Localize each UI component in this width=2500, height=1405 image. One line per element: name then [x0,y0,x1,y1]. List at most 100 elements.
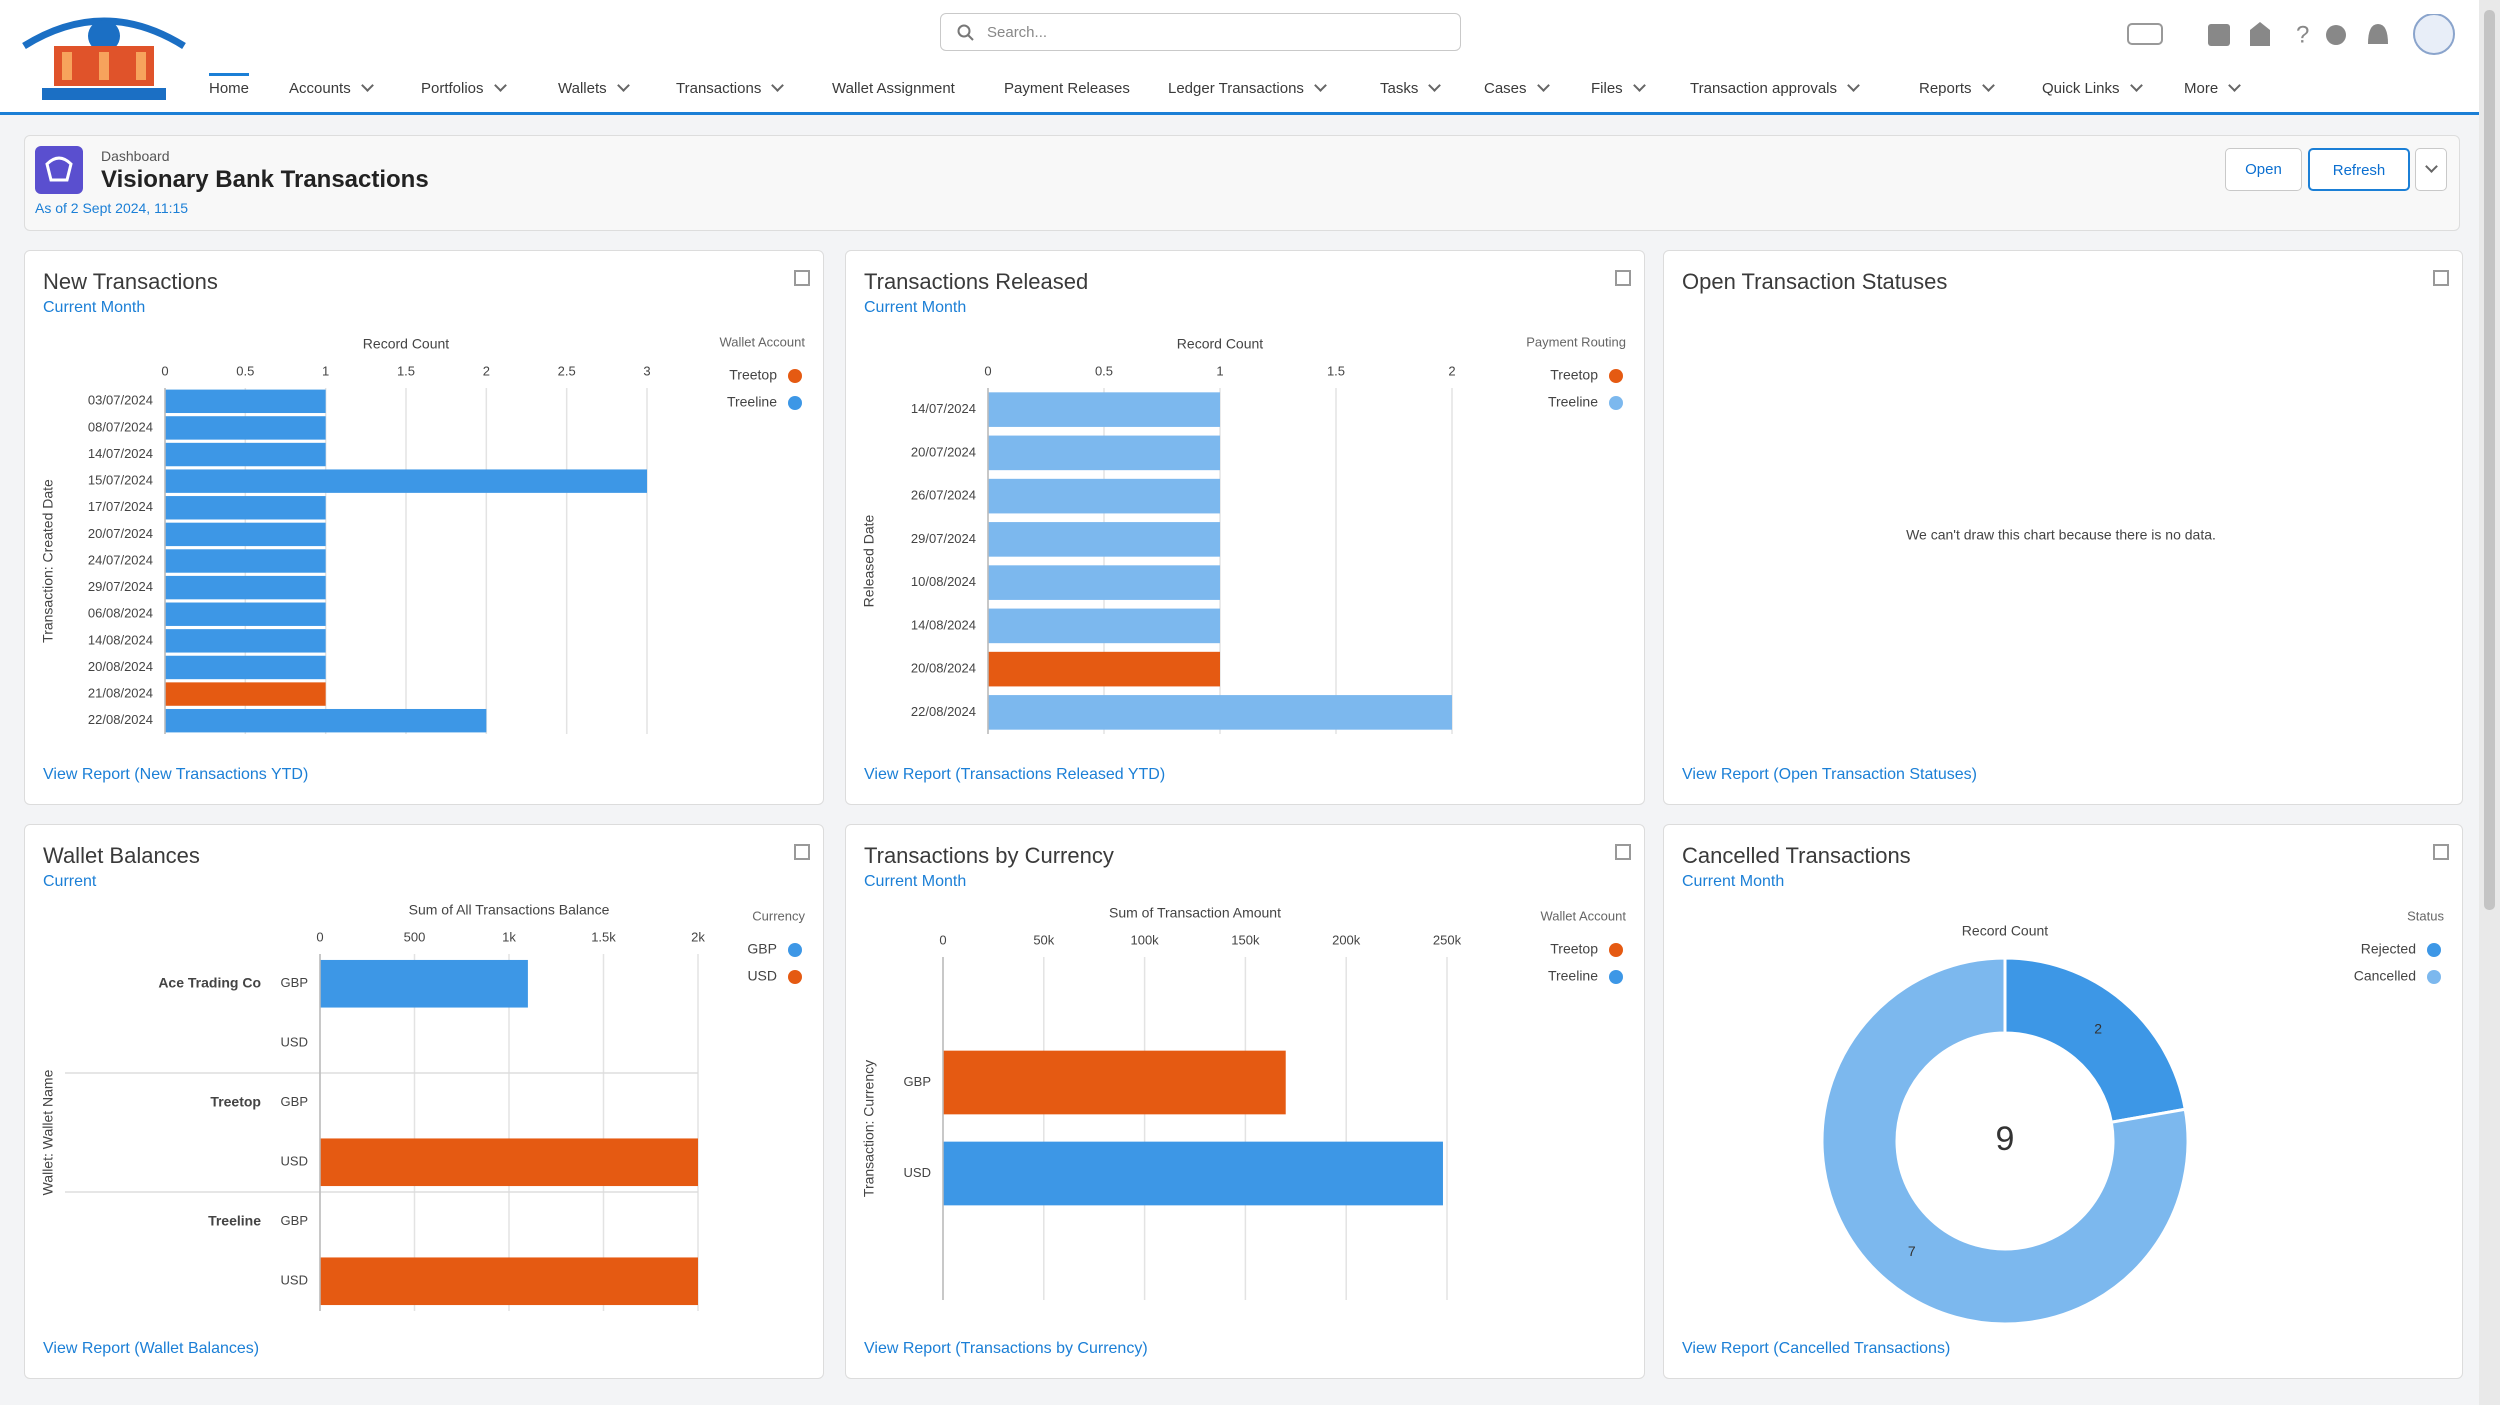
open-button[interactable]: Open [2225,148,2302,191]
bar [165,682,326,706]
nav-chevron [1536,79,1550,92]
nav-tab-label: Quick Links [2042,80,2120,97]
card-chart: Record Count Transaction: Created Date 0 0.… [40,270,810,734]
dashboard-icon [35,146,83,194]
nav-tab[interactable]: Tasks [1380,79,1442,97]
card-subtitle: Current Month [1682,873,1785,890]
x-tick-label: 2k [691,929,705,944]
expand-icon [794,270,810,286]
x-tick-label: 0 [161,363,168,378]
card-chart: Record Count Released Date 0 0.5 1 1.5 2 14/07/… [861,270,1631,734]
nav-tab-label: Tasks [1380,80,1419,97]
nav-tab[interactable]: Cases [1484,79,1550,97]
bar [988,392,1220,427]
legend-label: Treeline [1548,394,1598,410]
nav-tab[interactable]: Wallets [558,79,630,97]
y-tick-label: GBP [281,975,308,990]
nav-tab-label: Files [1591,80,1623,97]
group-label: Treetop [210,1093,261,1109]
nav-tab[interactable]: Ledger Transactions [1168,79,1327,97]
x-tick-label: 0 [984,363,991,378]
bar [988,522,1220,557]
y-tick-label: 29/07/2024 [911,531,976,546]
nav-chevron [2228,79,2242,92]
card-chart: Sum of All Transactions Balance Wallet: W… [40,844,810,1311]
chart-label: Record Count [1962,923,2048,939]
x-tick-label: 100k [1130,932,1159,947]
nav-tab-label: Ledger Transactions [1168,80,1304,97]
search-icon [957,24,974,41]
slice-label: 2 [2094,1021,2102,1037]
group-label: Ace Trading Co [158,974,261,990]
nav-tab[interactable]: Portfolios [421,79,507,97]
card-title: Transactions Released [864,269,1089,294]
card-title: Open Transaction Statuses [1682,269,1948,294]
card-title: Cancelled Transactions [1682,843,1911,868]
y-tick-label: 24/07/2024 [88,552,153,567]
view-report-link[interactable]: View Report (Wallet Balances) [43,1340,260,1357]
nav-tab[interactable]: Accounts [289,79,374,97]
y-tick-label: 14/07/2024 [88,446,153,461]
legend-title: Currency [752,908,805,923]
nav-tab[interactable]: Quick Links [2042,79,2143,97]
bar [988,695,1452,730]
nav-tab-label: Accounts [289,80,351,97]
card-chart: Sum of Transaction Amount Transaction: Cu… [861,844,1631,1300]
nav-tab-label: Portfolios [421,80,484,97]
bar [320,1138,698,1187]
nav-tab-label: Cases [1484,80,1527,97]
y-tick-label: 03/07/2024 [88,393,153,408]
nav-chevron [493,79,507,92]
bar [988,608,1220,644]
view-report-link[interactable]: View Report (Cancelled Transactions) [1682,1340,1951,1357]
search-box[interactable]: Search... [940,13,1461,51]
dashboard-header: Dashboard Visionary Bank Transactions As… [24,135,2460,231]
view-report-link[interactable]: View Report (Transactions by Currency) [864,1340,1148,1357]
view-report-link[interactable]: View Report (Open Transaction Statuses) [1682,766,1977,783]
header-label: Dashboard [101,148,170,164]
bar [165,416,326,440]
nav-tab[interactable]: Payment Releases [1004,80,1130,97]
view-report-link[interactable]: View Report (New Transactions YTD) [43,766,309,783]
dashboard-card: We can't draw this chart because there i… [1663,250,2463,805]
y-tick-label: 17/07/2024 [88,499,153,514]
y-tick-label: 20/07/2024 [88,526,153,541]
header-title: Visionary Bank Transactions [101,166,429,193]
nav-tab[interactable]: Files [1591,79,1646,97]
legend-label: Rejected [2361,941,2416,957]
dashboard-card: Sum of All Transactions Balance Wallet: W… [24,824,824,1379]
bar [165,442,326,467]
y-tick-label: GBP [281,1094,308,1109]
nav-tab[interactable]: More [2184,79,2242,97]
legend-label: Treetop [1550,941,1598,957]
nav-tab[interactable]: Transaction approvals [1690,79,1860,97]
search-placeholder: Search... [987,24,1048,41]
scroll-thumb[interactable] [2484,10,2495,910]
legend-label: Treeline [1548,968,1598,984]
legend-swatch [788,369,802,383]
nav-tab-label: Payment Releases [1004,80,1130,97]
card-title: Wallet Balances [43,843,200,868]
nav-tab[interactable]: Home [209,73,250,97]
view-report-link[interactable]: View Report (Transactions Released YTD) [864,766,1166,783]
no-data-message: We can't draw this chart because there i… [1906,527,2216,543]
nav-tab[interactable]: Reports [1919,79,1995,97]
x-tick-label: 500 [404,929,426,944]
x-tick-label: 250k [1433,932,1462,947]
x-tick-label: 1 [1216,363,1223,378]
bar [988,565,1220,600]
y-tick-label: GBP [281,1213,308,1228]
y-tick-label: 10/08/2024 [911,574,976,589]
nav-tab[interactable]: Transactions [676,79,785,97]
y-tick-label: 14/07/2024 [911,401,976,416]
x-axis-title: Sum of All Transactions Balance [409,902,610,918]
y-axis-title: Transaction: Currency [861,1060,877,1197]
refresh-button[interactable]: Refresh [2308,148,2410,191]
donut-slice [1820,956,2190,1326]
y-tick-label: 26/07/2024 [911,488,976,503]
y-tick-label: GBP [904,1074,931,1089]
legend-swatch [1609,396,1623,410]
nav-tab[interactable]: Wallet Assignment [832,80,955,97]
more-actions-button[interactable] [2415,148,2447,191]
card-subtitle: Current Month [864,873,967,890]
